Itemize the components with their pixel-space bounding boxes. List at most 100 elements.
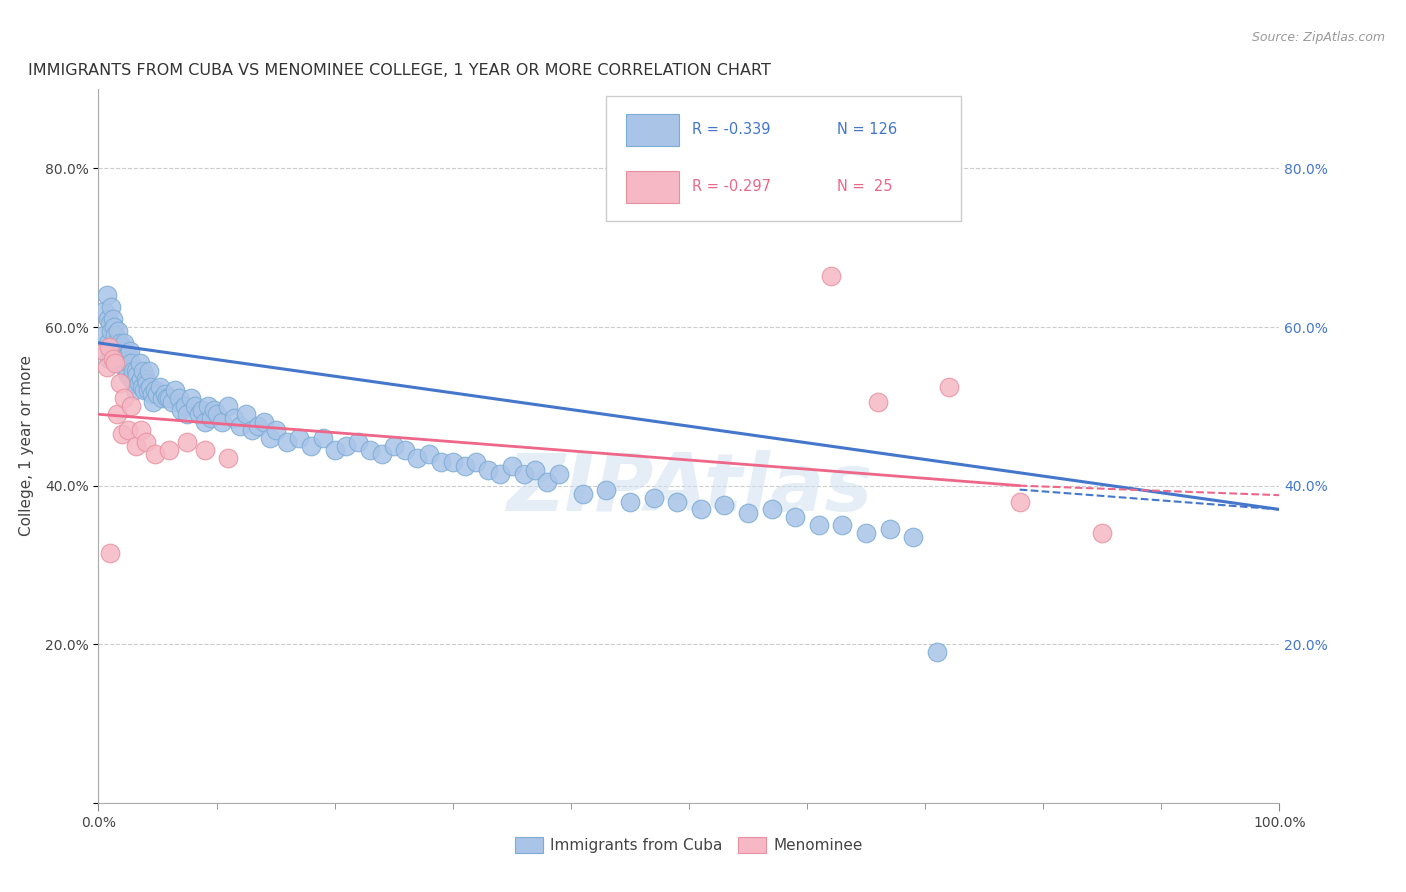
- Text: N = 126: N = 126: [837, 122, 897, 137]
- Point: [124, 384, 146, 398]
- Point: [229, 419, 252, 434]
- Point: [98, 316, 121, 330]
- Point: [820, 268, 842, 283]
- Point: [111, 340, 134, 354]
- Point: [101, 312, 124, 326]
- Point: [100, 300, 122, 314]
- Point: [187, 407, 209, 421]
- Point: [93, 328, 115, 343]
- Point: [108, 376, 131, 390]
- FancyBboxPatch shape: [626, 114, 679, 146]
- Point: [211, 415, 233, 429]
- Point: [112, 351, 135, 366]
- Point: [240, 423, 263, 437]
- Text: N =  25: N = 25: [837, 179, 891, 194]
- Point: [125, 439, 148, 453]
- Point: [100, 324, 122, 338]
- Point: [197, 400, 219, 414]
- Point: [205, 407, 228, 421]
- Point: [103, 348, 125, 362]
- Point: [98, 351, 121, 366]
- Point: [114, 364, 136, 378]
- Point: [235, 407, 257, 421]
- Y-axis label: College, 1 year or more: College, 1 year or more: [18, 356, 34, 536]
- Point: [299, 439, 322, 453]
- Point: [118, 356, 141, 370]
- Point: [105, 340, 128, 354]
- Text: ZIPAtlas: ZIPAtlas: [506, 450, 872, 528]
- Point: [117, 423, 139, 437]
- Point: [512, 467, 534, 481]
- Point: [96, 288, 118, 302]
- Point: [107, 324, 129, 338]
- Point: [202, 403, 225, 417]
- Point: [112, 392, 135, 406]
- Point: [101, 351, 124, 366]
- Point: [98, 340, 121, 354]
- Point: [104, 328, 127, 343]
- Point: [524, 463, 547, 477]
- Point: [138, 364, 160, 378]
- Point: [93, 343, 115, 358]
- Point: [165, 384, 187, 398]
- Point: [176, 407, 198, 421]
- Point: [536, 475, 558, 489]
- Text: IMMIGRANTS FROM CUBA VS MENOMINEE COLLEGE, 1 YEAR OR MORE CORRELATION CHART: IMMIGRANTS FROM CUBA VS MENOMINEE COLLEG…: [28, 63, 770, 78]
- Point: [141, 387, 163, 401]
- Point: [104, 356, 127, 370]
- Point: [117, 368, 139, 382]
- Point: [121, 371, 143, 385]
- Point: [595, 483, 617, 497]
- Point: [127, 368, 149, 382]
- Point: [176, 435, 198, 450]
- Point: [785, 510, 807, 524]
- Point: [156, 392, 179, 406]
- Point: [132, 364, 155, 378]
- Point: [194, 415, 217, 429]
- Point: [866, 395, 889, 409]
- Point: [184, 400, 207, 414]
- Point: [143, 447, 166, 461]
- Point: [143, 384, 166, 398]
- Point: [105, 407, 128, 421]
- Point: [925, 645, 948, 659]
- Point: [191, 403, 214, 417]
- Point: [121, 400, 143, 414]
- Point: [938, 379, 960, 393]
- Point: [111, 427, 134, 442]
- Point: [1091, 526, 1114, 541]
- Point: [217, 400, 239, 414]
- Legend: Immigrants from Cuba, Menominee: Immigrants from Cuba, Menominee: [509, 831, 869, 859]
- Point: [121, 356, 143, 370]
- Point: [246, 419, 269, 434]
- Point: [170, 403, 193, 417]
- FancyBboxPatch shape: [606, 96, 960, 221]
- Point: [643, 491, 665, 505]
- Point: [98, 343, 121, 358]
- FancyBboxPatch shape: [626, 171, 679, 203]
- Point: [129, 371, 152, 385]
- Point: [430, 455, 453, 469]
- Point: [108, 335, 131, 350]
- Point: [312, 431, 335, 445]
- Text: R = -0.339: R = -0.339: [693, 122, 770, 137]
- Point: [115, 348, 138, 362]
- Point: [98, 546, 121, 560]
- Point: [477, 463, 499, 477]
- Point: [157, 442, 180, 457]
- Point: [135, 376, 157, 390]
- Point: [157, 392, 180, 406]
- Point: [105, 335, 128, 350]
- Text: R = -0.297: R = -0.297: [693, 179, 772, 194]
- Point: [103, 320, 125, 334]
- Point: [142, 395, 165, 409]
- Point: [112, 343, 135, 358]
- Point: [112, 335, 135, 350]
- Point: [276, 435, 298, 450]
- Point: [259, 431, 281, 445]
- Point: [394, 442, 416, 457]
- Point: [150, 392, 173, 406]
- Point: [180, 392, 202, 406]
- Point: [96, 359, 118, 374]
- Point: [264, 423, 287, 437]
